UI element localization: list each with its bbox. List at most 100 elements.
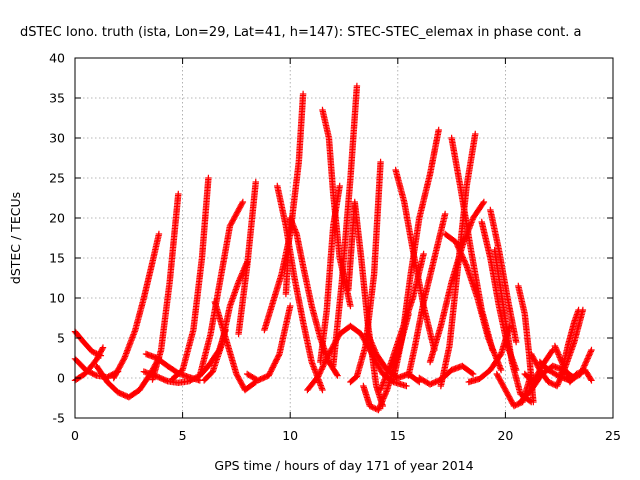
series-33-point <box>456 247 463 254</box>
series-44-point <box>554 348 561 355</box>
series-44-point <box>555 351 562 358</box>
y-tick-label: 15 <box>49 251 65 266</box>
x-tick-label: 10 <box>282 428 298 443</box>
series-33-point <box>459 252 466 260</box>
series-17-point <box>319 364 326 372</box>
series-23-point <box>381 392 388 399</box>
series-44-point <box>588 377 595 384</box>
series-37 <box>491 246 535 406</box>
series-24-point <box>365 333 373 341</box>
series-24-point <box>371 347 379 355</box>
series-22 <box>347 158 384 386</box>
series-38-point <box>510 402 518 410</box>
series-27 <box>390 126 442 383</box>
series-33-point <box>457 248 464 256</box>
series-44-point <box>556 352 563 360</box>
x-tick-label: 15 <box>390 428 406 443</box>
series-44-point <box>551 342 559 350</box>
series-13-point <box>287 302 294 310</box>
chart-title: dSTEC Iono. truth (ista, Lon=29, Lat=41,… <box>20 25 582 40</box>
series-23-point <box>378 398 386 405</box>
series-33-point <box>458 251 465 258</box>
series-33-point <box>452 238 460 246</box>
series-8 <box>168 174 212 383</box>
series-4-point <box>155 230 163 238</box>
series-24-point <box>366 335 373 342</box>
series-24-point <box>370 343 377 351</box>
y-tick-label: -5 <box>53 411 65 426</box>
series-7-point <box>175 190 182 198</box>
series-17-point <box>314 373 322 380</box>
series-2-point <box>99 344 107 351</box>
series-23-point <box>376 403 383 411</box>
series-42-point <box>553 382 561 390</box>
series-34 <box>465 322 513 386</box>
series-42-point <box>546 379 554 386</box>
series-2-point <box>99 345 106 353</box>
series-10-point <box>235 277 243 284</box>
series-43-point <box>585 352 593 359</box>
series-17-point <box>321 360 328 367</box>
series-13 <box>243 302 294 384</box>
series-42-point <box>555 379 562 387</box>
series-9-point <box>239 198 247 206</box>
series-10-point <box>237 274 244 281</box>
series-33-point <box>453 241 461 249</box>
series-39-point <box>530 398 537 406</box>
series-15-point <box>319 386 326 394</box>
series-29-point <box>468 369 476 377</box>
series-10-point <box>236 275 243 283</box>
plot-frame <box>74 57 614 419</box>
series-33-point <box>497 366 505 374</box>
series-23-point <box>381 391 389 398</box>
series-24-point <box>369 342 376 349</box>
series-17-point <box>316 370 323 377</box>
series-43-point <box>585 353 592 361</box>
series-17-point <box>323 355 331 362</box>
series-19-point <box>347 302 354 310</box>
series-17-point <box>318 366 325 373</box>
series-12-point <box>252 178 259 186</box>
series-22-point <box>377 158 384 166</box>
y-axis-label: dSTEC / TECUs <box>8 192 23 284</box>
series-0-point <box>89 348 96 355</box>
series-23-point <box>382 389 390 397</box>
series-9-point <box>238 200 246 207</box>
series-44-point <box>553 347 560 354</box>
y-tick-label: 20 <box>49 211 65 226</box>
series-27-point <box>435 126 442 134</box>
series-38-point <box>513 401 521 408</box>
series-15 <box>274 182 326 394</box>
series-11 <box>211 298 259 394</box>
series-43-point <box>581 360 589 368</box>
series-1-point <box>91 371 99 379</box>
series-44-point <box>577 368 584 376</box>
series-8-point <box>205 174 212 182</box>
series-4 <box>110 230 163 382</box>
y-tick-label: 25 <box>49 171 65 186</box>
series-23-point <box>377 401 385 408</box>
series-24-point <box>367 337 374 345</box>
series-33-point <box>460 257 468 264</box>
series-24-point <box>370 345 378 352</box>
series-43-point <box>587 349 594 357</box>
series-23-point <box>383 388 390 395</box>
series-23-point <box>378 399 385 407</box>
series-10-point <box>235 278 242 286</box>
series-30-point <box>479 200 487 207</box>
series-44-point <box>556 354 564 361</box>
series-33-point <box>455 244 462 251</box>
series-44-point <box>573 370 580 378</box>
series-29-point <box>469 370 477 378</box>
series-23-point <box>369 404 376 411</box>
series-31-point <box>472 130 479 138</box>
series-43-point <box>586 351 593 358</box>
series-17-point <box>316 369 324 376</box>
series-33-point <box>462 261 470 268</box>
series-33-point <box>457 250 465 257</box>
series-23-point <box>375 406 382 414</box>
series-23-point <box>368 403 375 410</box>
y-tick-label: 30 <box>49 131 65 146</box>
series-25-point <box>420 250 427 258</box>
axis-ticks: 0 5 10 15 20 25 -5 0 5 10 15 20 25 30 35 40 <box>49 51 621 444</box>
